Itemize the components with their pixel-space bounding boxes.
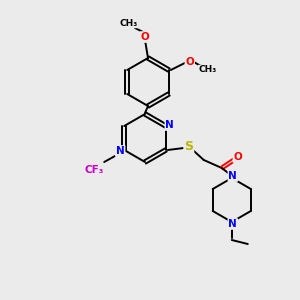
Text: CH₃: CH₃ — [199, 65, 217, 74]
Text: N: N — [228, 219, 237, 229]
Text: CH₃: CH₃ — [120, 19, 138, 28]
Text: CF₃: CF₃ — [85, 165, 104, 175]
Text: O: O — [233, 152, 242, 162]
Text: S: S — [184, 140, 193, 154]
Text: N: N — [228, 171, 237, 181]
Text: O: O — [141, 32, 149, 42]
Text: N: N — [116, 146, 124, 156]
Text: N: N — [165, 120, 174, 130]
Text: O: O — [185, 57, 194, 67]
